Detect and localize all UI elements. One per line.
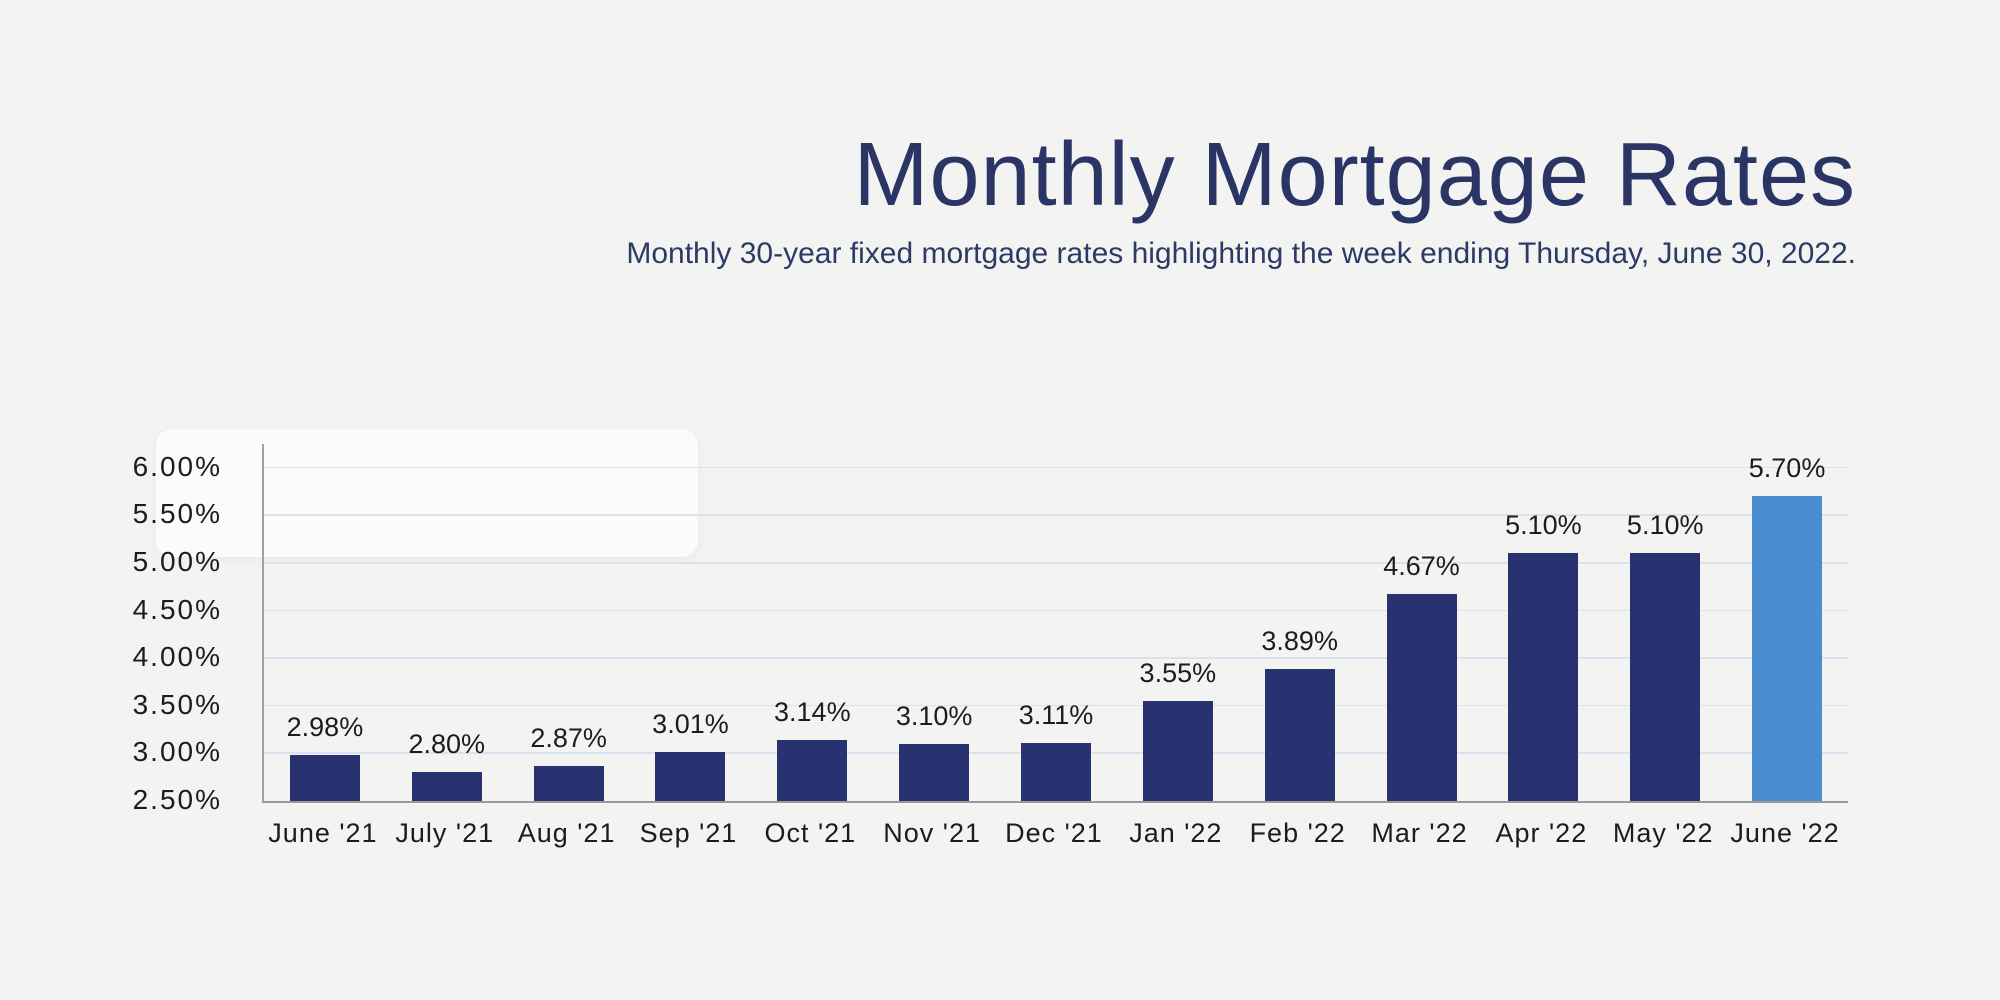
bar-value-label-dec-21: 3.11%: [1018, 699, 1094, 730]
x-tick-label-july-21: July '21: [395, 818, 495, 848]
y-tick-label-2.50: 2.50%: [132, 784, 222, 815]
header: Monthly Mortgage Rates Monthly 30-year f…: [626, 128, 1856, 271]
x-tick-label-dec-21: Dec '21: [1005, 818, 1103, 848]
x-tick-label-sep-21: Sep '21: [639, 818, 738, 848]
grid-line-4.50: [264, 609, 1848, 612]
bar-july-21: [411, 772, 482, 801]
x-tick-label-mar-22: Mar '22: [1371, 818, 1468, 848]
grid-line-5.50: [264, 514, 1848, 516]
chart-subtitle: Monthly 30-year fixed mortgage rates hig…: [626, 236, 1856, 270]
bar-value-label-apr-22: 5.10%: [1505, 510, 1582, 541]
bar-value-label-nov-21: 3.10%: [895, 700, 973, 731]
x-tick-label-aug-21: Aug '21: [517, 818, 616, 848]
bar-dec-21: [1020, 742, 1091, 801]
grid-line-6.00: [264, 466, 1848, 469]
bar-column-apr-22: 5.10%: [1482, 510, 1604, 801]
x-tick-label-nov-21: Nov '21: [883, 818, 981, 848]
bar-value-label-mar-22: 4.67%: [1383, 551, 1460, 582]
bar-column-feb-22: 3.89%: [1239, 626, 1361, 801]
bar-value-label-june-21: 2.98%: [286, 712, 364, 743]
y-tick-label-4.50: 4.50%: [132, 593, 222, 625]
bar-jan-22: [1142, 701, 1213, 801]
bar-value-label-sep-21: 3.01%: [652, 709, 729, 740]
bar-column-dec-21: 3.11%: [995, 700, 1117, 801]
grid-line-4.00: [264, 657, 1848, 659]
bar-column-jan-22: 3.55%: [1117, 658, 1239, 801]
bar-aug-21: [533, 765, 604, 801]
y-tick-label-3.00: 3.00%: [132, 736, 222, 768]
grid-line-3.50: [264, 704, 1848, 707]
bar-column-nov-21: 3.10%: [873, 701, 995, 801]
bar-value-label-feb-22: 3.89%: [1261, 625, 1338, 656]
bar-column-july-21: 2.80%: [386, 729, 508, 801]
bar-value-label-may-22: 5.10%: [1626, 510, 1704, 541]
bar-value-label-june-22: 5.70%: [1748, 453, 1826, 484]
bar-series: 2.98% 2.80% 2.87% 3.01% 3.14% 3.10% 3.11% 3.55%…: [264, 444, 1848, 801]
bar-column-mar-22: 4.67%: [1361, 551, 1483, 801]
x-tick-label-june-21: June '21: [268, 818, 378, 848]
y-tick-label-6.00: 6.00%: [132, 450, 222, 482]
bar-value-label-jan-22: 3.55%: [1139, 658, 1217, 689]
x-tick-label-may-22: May '22: [1612, 818, 1714, 848]
x-axis: June '21 July '21 Aug '21 Sep '21 Oct '21 Nov…: [262, 818, 1846, 849]
bar-column-sep-21: 3.01%: [630, 709, 752, 801]
bar-value-label-oct-21: 3.14%: [774, 697, 851, 728]
x-tick-label-apr-22: Apr '22: [1495, 818, 1588, 848]
x-tick-label-feb-22: Feb '22: [1249, 818, 1346, 848]
bar-column-june-22: 5.70%: [1726, 453, 1848, 801]
bar-column-june-21: 2.98%: [264, 712, 386, 801]
plot-area: 2.98% 2.80% 2.87% 3.01% 3.14% 3.10% 3.11% 3.55%…: [262, 444, 1848, 803]
bar-mar-22: [1386, 594, 1457, 801]
bar-value-label-aug-21: 2.87%: [530, 722, 607, 753]
chart-title: Monthly Mortgage Rates: [853, 125, 1856, 225]
bar-column-oct-21: 3.14%: [751, 697, 873, 801]
y-tick-label-3.50: 3.50%: [132, 688, 222, 720]
bar-column-may-22: 5.10%: [1604, 510, 1726, 801]
bar-may-22: [1630, 553, 1701, 801]
y-axis: 6.00% 5.50% 5.00% 4.50% 4.00% 3.50% 3.00% 2.50%: [0, 444, 242, 815]
y-tick-label-4.00: 4.00%: [132, 641, 222, 673]
bar-june-21: [289, 755, 360, 801]
bar-value-label-july-21: 2.80%: [408, 729, 486, 760]
y-tick-label-5.50: 5.50%: [132, 498, 222, 530]
x-tick-label-oct-21: Oct '21: [764, 818, 857, 848]
bar-apr-22: [1508, 553, 1579, 801]
x-tick-label-june-22: June '22: [1730, 818, 1840, 848]
y-tick-label-5.00: 5.00%: [132, 546, 222, 577]
bar-feb-22: [1264, 668, 1335, 801]
bar-nov-21: [899, 743, 970, 801]
bar-column-aug-21: 2.87%: [508, 723, 630, 801]
bar-oct-21: [777, 740, 848, 801]
bar-june-22-highlighted: [1752, 496, 1823, 801]
axis-highlight-panel: [156, 429, 698, 557]
x-tick-label-jan-22: Jan '22: [1129, 818, 1223, 848]
grid-line-5.00: [264, 562, 1848, 564]
bar-sep-21: [655, 752, 726, 801]
